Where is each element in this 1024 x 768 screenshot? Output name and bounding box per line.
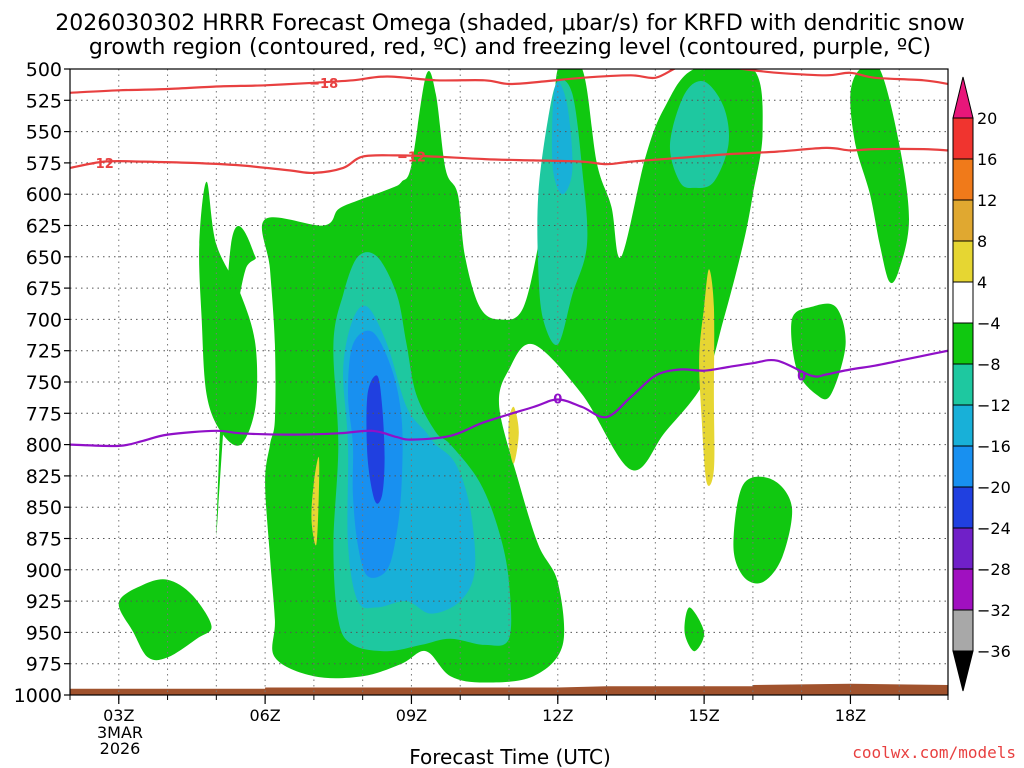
colorbar-label-3: 8 [977,232,987,251]
y-tick-label-875: 875 [26,529,62,551]
colorbar-label-2: 12 [977,191,997,210]
chart-title-line2: growth region (contoured, red, ºC) and f… [89,35,931,60]
colorbar-label-6: −8 [977,355,1001,374]
omega-region-6 [733,476,793,584]
colorbar-label-7: −12 [977,396,1011,415]
omega-region-4 [791,303,846,400]
y-tick-label-725: 725 [26,341,62,363]
colorbar-bin-11 [952,568,974,611]
omega-region-2 [199,181,258,446]
x-axis: 03Z 06Z 09Z 12Z 15Z 18Z [69,695,949,725]
omega-region-10 [669,80,730,188]
colorbar-label-8: −16 [977,437,1011,456]
colorbar-label-1: 16 [977,150,997,169]
contour-label-4: 0 [797,370,806,385]
x-axis-title: Forecast Time (UTC) [409,745,611,768]
y-tick-label-800: 800 [26,435,62,457]
contour-label-2: −12 [397,151,426,166]
y-tick-label-850: 850 [26,497,62,519]
colorbar-bin-9 [952,486,974,529]
colorbar-bin-0 [952,117,974,160]
colorbar-label-12: −32 [977,601,1011,620]
omega-region-15 [311,456,320,546]
credit-text: coolwx.com/models [852,743,1016,762]
contour-label-3: 0 [553,392,562,407]
colorbar-bin-7 [952,404,974,447]
x-tick-label-15Z: 15Z [688,706,719,725]
colorbar-bin-8 [952,445,974,488]
x-tick-label-12Z: 12Z [542,706,573,725]
colorbar-bottom-arrow [952,650,974,692]
colorbar: 20 16 12 8 4 −4 −8 −12 −16 −20 −24 −28 −32 −36 [952,76,1011,692]
omega-shading-layer [118,69,909,683]
omega-region-9 [537,79,588,346]
y-tick-label-825: 825 [26,466,62,488]
colorbar-bin-2 [952,199,974,242]
omega-region-3 [118,579,212,661]
y-tick-label-675: 675 [26,278,62,300]
colorbar-label-5: −4 [977,314,1001,333]
omega-region-7 [684,607,705,652]
colorbar-bin-12 [952,609,974,652]
omega-region-16 [508,406,519,464]
colorbar-label-13: −36 [977,642,1011,661]
y-tick-label-750: 750 [26,372,62,394]
omega-region-12 [551,81,573,195]
contour-label-1: −12 [85,157,114,172]
terrain-fill [70,683,948,695]
contour-layer [70,69,948,448]
x-tick-label-03Z: 03Z [103,706,134,725]
contour-minus18 [70,69,948,94]
contour-minus12 [70,146,948,175]
colorbar-bin-5 [952,322,974,365]
colorbar-label-10: −24 [977,519,1011,538]
y-tick-label-575: 575 [26,153,62,175]
colorbar-bin-3 [952,240,974,283]
y-tick-label-500: 500 [26,59,62,81]
date-label-year: 2026 [100,739,141,758]
colorbar-label-11: −28 [977,560,1011,579]
colorbar-label-9: −20 [977,478,1011,497]
y-tick-label-925: 925 [26,591,62,613]
y-tick-label-550: 550 [26,122,62,144]
omega-region-14 [366,375,385,504]
colorbar-bin-6 [952,363,974,406]
y-tick-label-600: 600 [26,184,62,206]
y-tick-label-650: 650 [26,247,62,269]
omega-region-17 [699,269,715,486]
x-tick-label-18Z: 18Z [835,706,866,725]
y-tick-label-975: 975 [26,654,62,676]
y-tick-label-525: 525 [26,90,62,112]
y-tick-label-900: 900 [26,560,62,582]
y-axis: 500 525 550 575 600 625 650 675 700 725 750 775 800 8… [14,59,70,707]
x-tick-label-06Z: 06Z [249,706,280,725]
contour-zero [70,349,948,448]
y-tick-label-775: 775 [26,403,62,425]
colorbar-bin-1 [952,158,974,201]
date-label-month: 3MAR [97,723,143,742]
contour-labels: −18 −12 −12 0 0 [85,77,806,408]
gridlines [70,69,948,695]
y-tick-label-950: 950 [26,622,62,644]
y-tick-label-700: 700 [26,309,62,331]
colorbar-bin-4 [952,281,974,324]
terrain-layer [70,683,948,695]
colorbar-label-4: 4 [977,273,987,292]
chart-title-line1: 2026030302 HRRR Forecast Omega (shaded, … [55,11,965,36]
omega-region-5 [850,69,909,284]
colorbar-top-arrow [952,76,974,119]
colorbar-bin-10 [952,527,974,570]
y-tick-label-625: 625 [26,216,62,238]
y-tick-label-1000: 1000 [14,685,62,707]
colorbar-label-0: 20 [977,109,997,128]
contour-label-0: −18 [309,77,338,92]
x-tick-label-09Z: 09Z [396,706,427,725]
